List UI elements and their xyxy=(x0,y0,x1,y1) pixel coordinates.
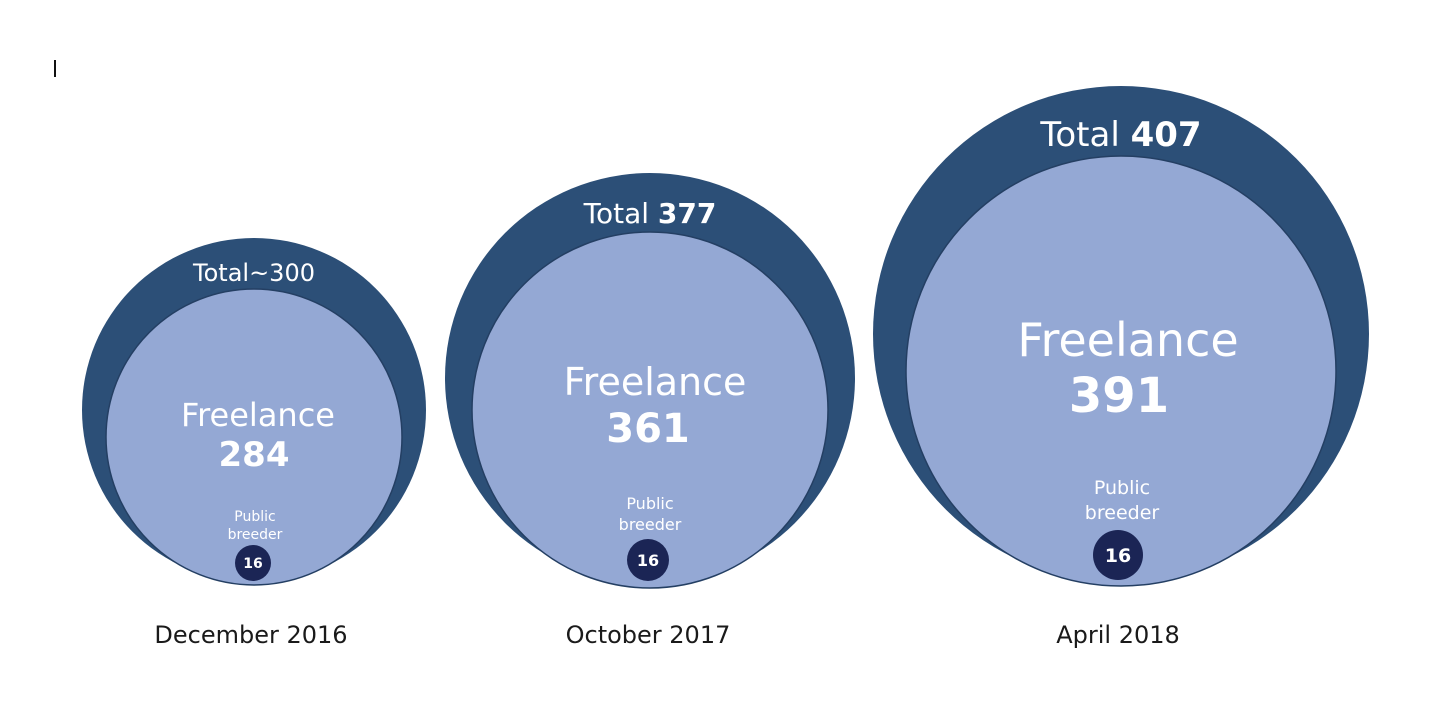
date-label: October 2017 xyxy=(566,621,731,649)
total-value: 377 xyxy=(658,197,716,230)
public-breeder-label-line2: breeder xyxy=(1085,502,1160,524)
text-cursor xyxy=(54,60,56,77)
freelance-label: Freelance xyxy=(1017,313,1238,367)
public-breeder-circle xyxy=(235,545,271,581)
freelance-value: 361 xyxy=(606,406,690,452)
date-label: December 2016 xyxy=(154,621,347,649)
public-breeder-value: 16 xyxy=(1105,545,1131,567)
freelance-label: Freelance xyxy=(181,396,335,434)
total-label: Total 407 xyxy=(1039,115,1201,155)
public-breeder-circle xyxy=(627,539,669,581)
group-apr-2018: Total 407 Freelance 391 Public breeder 1… xyxy=(873,86,1369,649)
total-label: Total 377 xyxy=(583,197,717,230)
group-dec-2016: Total~300 Freelance 284 Public breeder 1… xyxy=(82,238,426,649)
total-value: 407 xyxy=(1131,115,1202,155)
total-prefix: Total xyxy=(1039,115,1119,155)
public-breeder-label-line1: Public xyxy=(1094,477,1150,499)
public-breeder-value: 16 xyxy=(637,551,659,570)
freelance-label: Freelance xyxy=(564,360,747,404)
date-label: April 2018 xyxy=(1056,621,1180,649)
public-breeder-value: 16 xyxy=(243,556,262,572)
group-oct-2017: Total 377 Freelance 361 Public breeder 1… xyxy=(445,173,855,649)
freelance-circle xyxy=(905,155,1337,587)
total-prefix: Total xyxy=(583,197,649,230)
freelance-circle xyxy=(471,231,829,589)
total-label: Total~300 xyxy=(192,259,315,287)
public-breeder-label-line2: breeder xyxy=(619,515,682,534)
public-breeder-label-line2: breeder xyxy=(228,527,283,543)
public-breeder-label-line1: Public xyxy=(234,509,275,525)
public-breeder-label-line1: Public xyxy=(626,494,673,513)
freelance-value: 391 xyxy=(1069,368,1169,424)
public-breeder-circle xyxy=(1093,530,1143,580)
freelance-circle xyxy=(105,288,403,586)
freelance-value: 284 xyxy=(219,435,290,475)
